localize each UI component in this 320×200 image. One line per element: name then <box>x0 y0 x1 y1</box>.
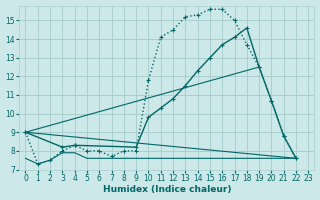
X-axis label: Humidex (Indice chaleur): Humidex (Indice chaleur) <box>103 185 231 194</box>
